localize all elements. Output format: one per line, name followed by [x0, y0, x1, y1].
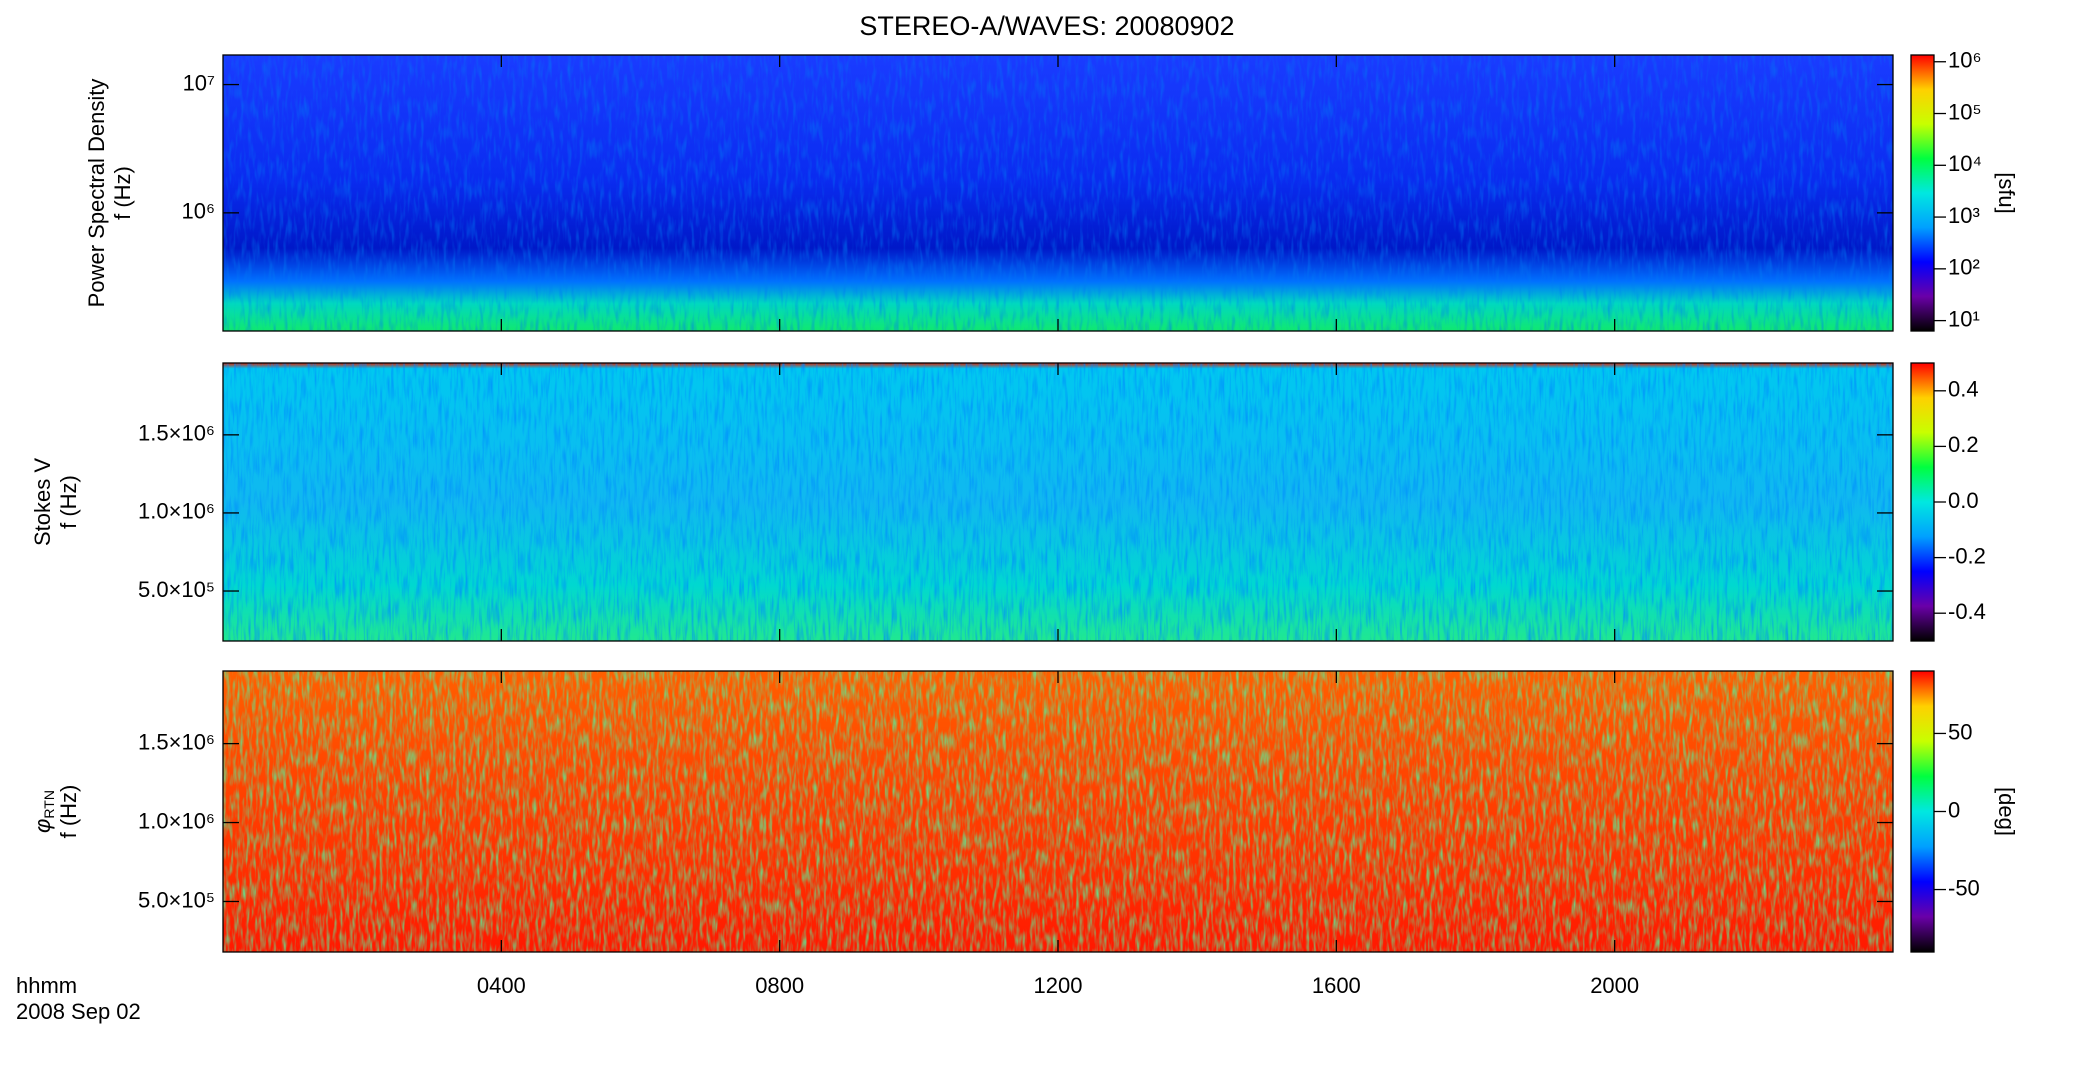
colorbar-tick-label: -50: [1948, 875, 1980, 900]
colorbar-tick-label: 10³: [1948, 203, 1980, 228]
colorbar-tick-label: 0.0: [1948, 488, 1979, 513]
colorbar-tick-label: 10²: [1948, 255, 1980, 280]
colorbar-tick-label: 0: [1948, 797, 1960, 822]
colorbar-tick-label: 10⁴: [1948, 151, 1982, 176]
x-axis-label: hhmm: [16, 973, 77, 998]
y-tick-label: 10⁷: [183, 70, 215, 95]
y-axis-label: f (Hz): [56, 475, 81, 529]
colorbar-tick-label: 50: [1948, 719, 1972, 744]
spectrogram-texture: [223, 363, 1893, 641]
colorbar-tick-label: 0.4: [1948, 377, 1979, 402]
y-axis-label: f (Hz): [110, 166, 135, 220]
spectrogram-texture: [223, 55, 1893, 331]
colorbar-tick-label: -0.4: [1948, 599, 1986, 624]
title: STEREO-A/WAVES: 20080902: [859, 11, 1234, 41]
x-tick-label: 1600: [1312, 973, 1361, 998]
x-axis-date: 2008 Sep 02: [16, 999, 141, 1024]
x-tick-label: 2000: [1590, 973, 1639, 998]
colorbar-tick-label: 10⁵: [1948, 99, 1982, 124]
y-tick-label: 1.0×10⁶: [138, 808, 215, 833]
colorbar-label: [sfu]: [1994, 172, 2019, 214]
x-tick-label: 1200: [1034, 973, 1083, 998]
spectrogram-texture: [223, 671, 1893, 952]
colorbar: [1910, 362, 1935, 642]
x-tick-label: 0400: [477, 973, 526, 998]
y-axis-label: φRTN: [30, 790, 57, 833]
colorbar-tick-label: -0.2: [1948, 543, 1986, 568]
x-tick-label: 0800: [755, 973, 804, 998]
y-axis-label: Stokes V: [30, 458, 55, 546]
y-tick-label: 5.0×10⁵: [138, 887, 215, 912]
colorbar-tick-label: 10¹: [1948, 306, 1980, 331]
colorbar: [1910, 670, 1935, 953]
colorbar-label: [deg]: [1994, 787, 2019, 836]
y-tick-label: 1.0×10⁶: [138, 499, 215, 524]
colorbar-tick-label: 10⁶: [1948, 48, 1982, 73]
y-tick-label: 5.0×10⁵: [138, 577, 215, 602]
y-tick-label: 10⁶: [181, 199, 215, 224]
y-tick-label: 1.5×10⁶: [138, 729, 215, 754]
y-axis-label: f (Hz): [56, 785, 81, 839]
colorbar-tick-label: 0.2: [1948, 432, 1979, 457]
colorbar: [1910, 54, 1935, 332]
y-tick-label: 1.5×10⁶: [138, 421, 215, 446]
y-axis-label: Power Spectral Density: [84, 79, 109, 308]
